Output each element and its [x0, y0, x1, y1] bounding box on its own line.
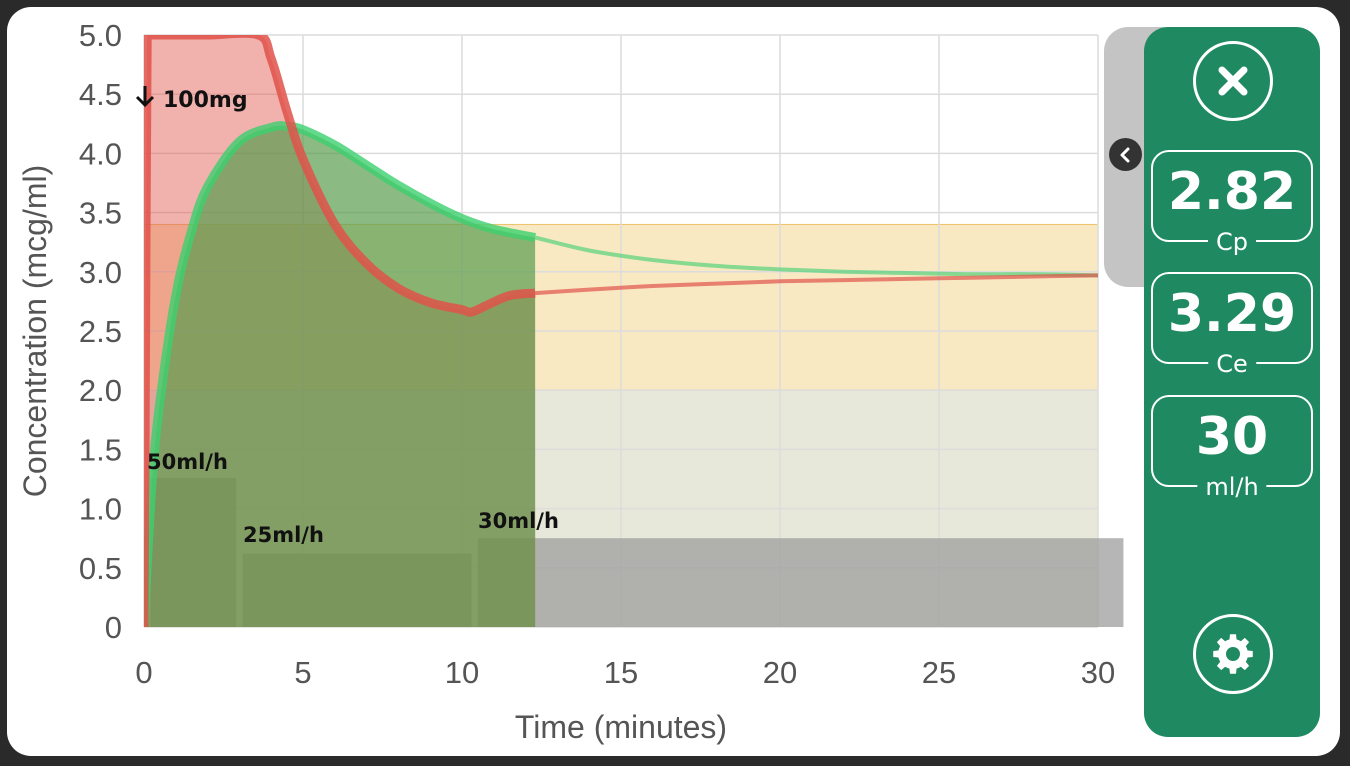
cp-label: Cp	[1208, 228, 1256, 256]
settings-button[interactable]	[1193, 614, 1273, 694]
x-tick-label: 30	[1081, 655, 1115, 690]
rate-display[interactable]: 30 ml/h	[1151, 395, 1313, 501]
y-tick-label: 2.0	[79, 373, 122, 408]
x-tick-label: 20	[763, 655, 797, 690]
gear-icon	[1213, 634, 1253, 674]
close-icon	[1218, 66, 1248, 96]
y-tick-label: 5.0	[79, 18, 122, 53]
overlap-area	[144, 125, 536, 627]
y-tick-label: 4.5	[79, 77, 122, 112]
ce-value: 3.29	[1167, 284, 1297, 344]
ce-area	[144, 125, 536, 627]
close-button[interactable]	[1193, 41, 1273, 121]
y-tick-label: 4.0	[79, 136, 122, 171]
y-tick-label: 1.5	[79, 432, 122, 467]
chart-svg: 0 5 10 15 20 25 30 0 0.5 1.0 1.5 2.0 2.5 3.0 3.5 4.0 4.5…	[17, 18, 1124, 745]
ce-line	[144, 121, 537, 627]
rate-label: 50ml/h	[147, 450, 228, 474]
concentration-chart: 0 5 10 15 20 25 30 0 0.5 1.0 1.5 2.0 2.5 3.0 3.5 4.0 4.5…	[7, 7, 1140, 756]
y-axis-title: Concentration (mcg/ml)	[17, 165, 53, 498]
cp-line	[144, 35, 536, 627]
rate-label: ml/h	[1197, 473, 1267, 501]
chevron-left-icon[interactable]	[1109, 138, 1142, 171]
x-tick-label: 0	[135, 655, 152, 690]
cp-display: 2.82 Cp	[1151, 150, 1313, 256]
bolus-label: 100mg	[163, 88, 248, 113]
y-tick-label: 0.5	[79, 551, 122, 586]
x-tick-label: 10	[445, 655, 479, 690]
ce-prediction-line	[534, 235, 1099, 278]
cp-value: 2.82	[1167, 162, 1297, 222]
x-tick-label: 25	[922, 655, 956, 690]
rate-label: 30ml/h	[478, 509, 559, 533]
infusion-block	[477, 538, 1124, 627]
x-tick-label: 15	[604, 655, 638, 690]
y-tick-label: 2.5	[79, 314, 122, 349]
x-tick-label: 5	[294, 655, 311, 690]
y-tick-label: 0	[105, 610, 122, 645]
x-axis-title: Time (minutes)	[515, 709, 727, 745]
cp-prediction-line	[534, 273, 1099, 296]
y-tick-label: 3.0	[79, 255, 122, 290]
arrow-down-icon	[135, 86, 155, 108]
y-tick-label: 3.5	[79, 196, 122, 231]
y-tick-label: 1.0	[79, 492, 122, 527]
rate-label: 25ml/h	[243, 523, 324, 547]
rate-value: 30	[1195, 407, 1269, 467]
ce-label: Ce	[1208, 350, 1256, 378]
ce-display: 3.29 Ce	[1151, 272, 1313, 378]
